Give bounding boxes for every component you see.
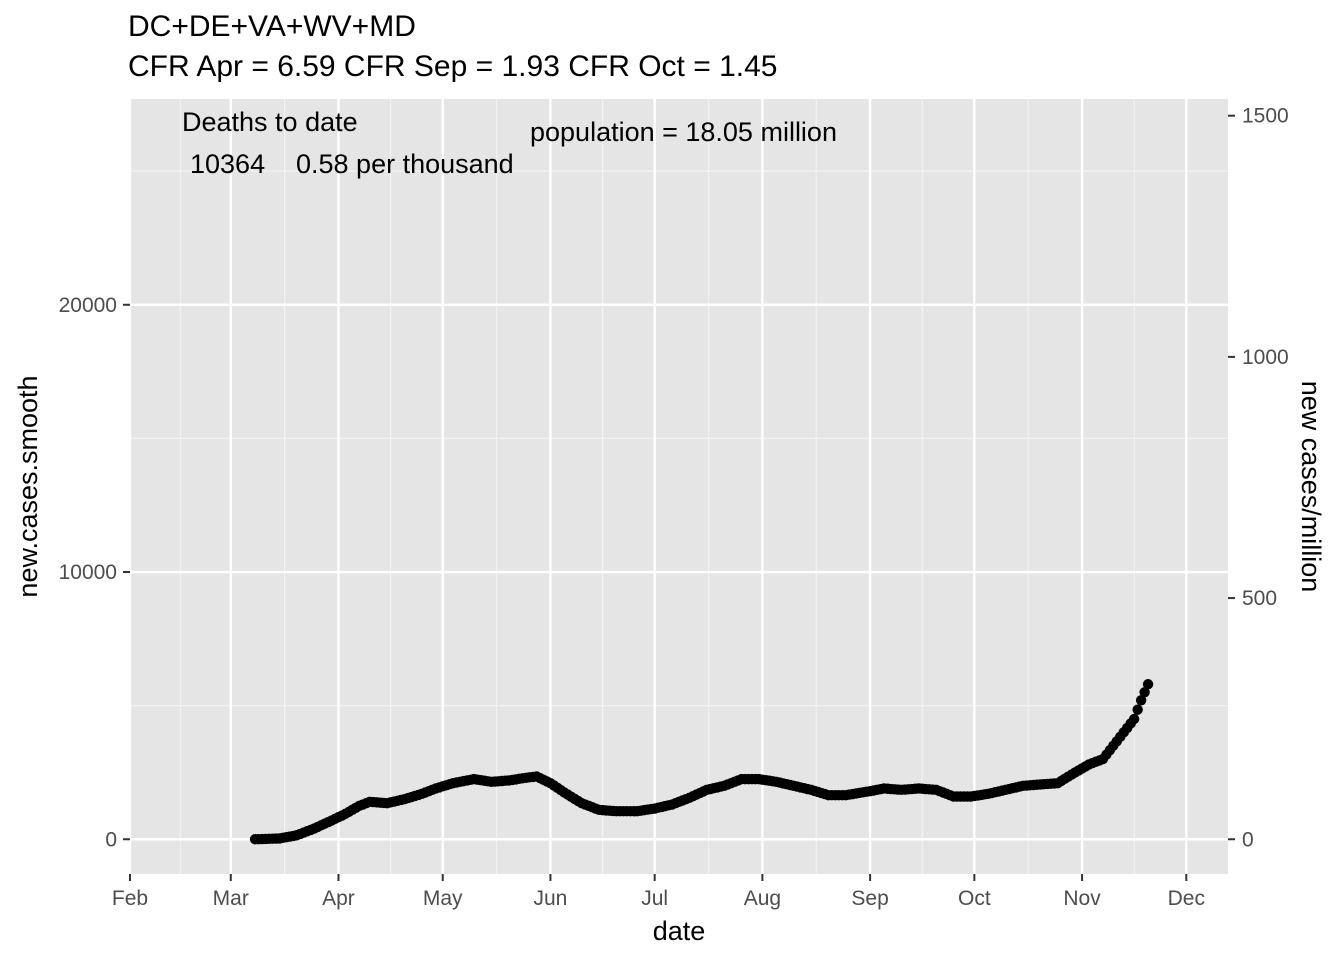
y2-tick-label: 1000 <box>1242 346 1289 369</box>
x-tick-label: Nov <box>1063 887 1101 910</box>
plot-panel <box>130 99 1228 874</box>
data-point <box>1142 679 1154 690</box>
y-tick-label: 20000 <box>59 294 117 317</box>
population-label: population = 18.05 million <box>530 117 837 147</box>
x-tick-label: Mar <box>213 887 249 910</box>
x-tick-label: Apr <box>322 887 355 910</box>
gridlines <box>128 99 1228 874</box>
data-point <box>1128 713 1140 725</box>
y-axis-label: new.cases.smooth <box>13 375 43 597</box>
x-tick-label: Aug <box>744 887 781 910</box>
x-tick-label: Feb <box>112 887 148 910</box>
y2-tick-label: 500 <box>1242 587 1277 610</box>
x-tick-label: Jun <box>534 887 568 910</box>
deaths-value: 10364 <box>190 149 265 179</box>
y2-tick-label: 0 <box>1242 828 1254 851</box>
x-tick-label: Dec <box>1168 887 1205 910</box>
x-tick-label: May <box>423 887 463 910</box>
y-axis-right: 0 500 1000 1500 new cases/million <box>1228 105 1326 851</box>
data-series <box>249 679 1154 845</box>
chart-subtitle: CFR Apr = 6.59 CFR Sep = 1.93 CFR Oct = … <box>128 50 778 83</box>
x-axis: Feb Mar Apr May Jun Jul Aug Sep Oct Nov Dec date <box>112 874 1205 946</box>
data-point <box>1139 687 1150 698</box>
x-axis-label: date <box>653 916 706 946</box>
chart-title: DC+DE+VA+WV+MD <box>128 10 416 43</box>
y2-tick-label: 1500 <box>1242 105 1289 128</box>
data-point <box>1132 704 1143 715</box>
annotations: Deaths to date 10364 0.58 per thousand popu… <box>182 107 837 179</box>
y2-axis-label: new cases/million <box>1296 381 1326 593</box>
y-tick-label: 10000 <box>59 561 117 584</box>
x-tick-label: Jul <box>641 887 668 910</box>
deaths-label: Deaths to date <box>182 107 358 137</box>
x-tick-label: Oct <box>958 887 991 910</box>
y-axis-left: 0 10000 20000 new.cases.smooth <box>13 294 130 851</box>
deaths-rate: 0.58 per thousand <box>296 149 514 179</box>
y-tick-label: 0 <box>105 828 117 851</box>
x-tick-label: Sep <box>851 887 888 910</box>
data-point <box>1135 695 1147 706</box>
